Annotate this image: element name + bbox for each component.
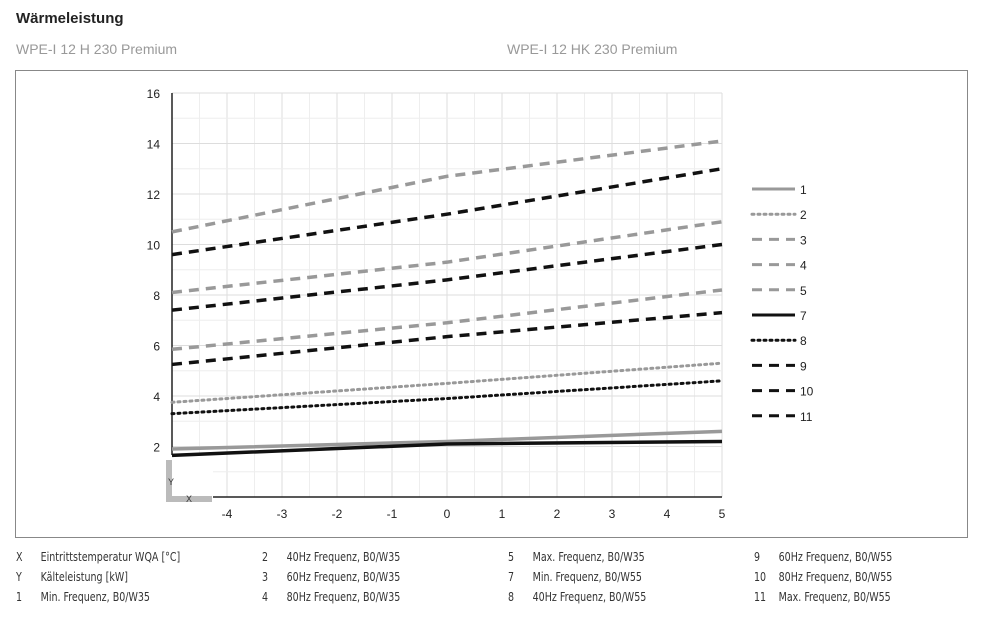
footer-key: 7 bbox=[508, 570, 515, 584]
y-tick-label: 10 bbox=[147, 239, 161, 253]
footer-key: 3 bbox=[262, 570, 269, 584]
y-tick-label: 14 bbox=[147, 138, 161, 152]
x-tick-label: -2 bbox=[332, 507, 343, 521]
series-line-9 bbox=[171, 310, 723, 367]
series-line-5 bbox=[171, 139, 723, 234]
footer-text: Min. Frequenz, B0/W35 bbox=[40, 590, 150, 604]
footer-text: Max. Frequenz, B0/W55 bbox=[778, 590, 891, 604]
footer-item: X Eintrittstemperatur WQA [°C] bbox=[16, 550, 180, 564]
y-tick-label: 16 bbox=[147, 87, 161, 101]
footer-text: Max. Frequenz, B0/W35 bbox=[532, 550, 645, 564]
footer-text: 80Hz Frequenz, B0/W55 bbox=[778, 570, 893, 584]
footer-item: 7 Min. Frequenz, B0/W55 bbox=[508, 570, 642, 584]
x-tick-label: -3 bbox=[277, 507, 288, 521]
series-line-4 bbox=[171, 220, 723, 295]
model-left: WPE-I 12 H 230 Premium bbox=[16, 41, 178, 57]
footer-item: 4 80Hz Frequenz, B0/W35 bbox=[262, 590, 400, 604]
footer-text: Eintrittstemperatur WQA [°C] bbox=[40, 550, 181, 564]
series-line-3 bbox=[171, 288, 723, 352]
x-tick-label: 4 bbox=[664, 507, 671, 521]
footer-item: 5 Max. Frequenz, B0/W35 bbox=[508, 550, 645, 564]
legend-label-8: 8 bbox=[800, 334, 807, 348]
footer-key: 9 bbox=[754, 550, 761, 564]
series-line-10 bbox=[171, 242, 723, 312]
series-line-7 bbox=[171, 439, 723, 458]
footer-item: Y Kälteleistung [kW] bbox=[16, 570, 128, 584]
footer-key: X bbox=[16, 550, 23, 564]
footer-item: 11 Max. Frequenz, B0/W55 bbox=[754, 590, 891, 604]
axis-inset-icon bbox=[166, 460, 212, 502]
x-tick-label: 2 bbox=[554, 507, 561, 521]
footer-item: 9 60Hz Frequenz, B0/W55 bbox=[754, 550, 892, 564]
footer-key: 11 bbox=[754, 590, 767, 604]
legend-label-3: 3 bbox=[800, 233, 807, 247]
x-tick-label: 0 bbox=[444, 507, 451, 521]
series-line-2 bbox=[170, 361, 724, 404]
axis-inset-x-label: X bbox=[186, 494, 192, 504]
footer-key: Y bbox=[16, 570, 22, 584]
footer-item: 10 80Hz Frequenz, B0/W55 bbox=[754, 570, 892, 584]
legend-label-2: 2 bbox=[800, 208, 807, 222]
legend-label-1: 1 bbox=[800, 183, 807, 197]
footer-item: 8 40Hz Frequenz, B0/W55 bbox=[508, 590, 646, 604]
footer-text: 40Hz Frequenz, B0/W35 bbox=[286, 550, 401, 564]
model-right: WPE-I 12 HK 230 Premium bbox=[507, 41, 678, 57]
footer-text: Min. Frequenz, B0/W55 bbox=[532, 570, 642, 584]
footer-key: 8 bbox=[508, 590, 515, 604]
footer-item: 3 60Hz Frequenz, B0/W35 bbox=[262, 570, 400, 584]
footer-text: 40Hz Frequenz, B0/W55 bbox=[532, 590, 647, 604]
y-tick-label: 2 bbox=[153, 441, 160, 455]
footer-text: Kälteleistung [kW] bbox=[40, 570, 128, 584]
legend-label-5: 5 bbox=[800, 284, 807, 298]
legend-label-7: 7 bbox=[800, 309, 807, 323]
footer-item: 2 40Hz Frequenz, B0/W35 bbox=[262, 550, 400, 564]
footer-key: 2 bbox=[262, 550, 269, 564]
y-tick-label: 12 bbox=[147, 188, 161, 202]
footer-key: 10 bbox=[754, 570, 767, 584]
footer-key: 5 bbox=[508, 550, 515, 564]
y-tick-label: 4 bbox=[153, 390, 160, 404]
legend-label-4: 4 bbox=[800, 259, 807, 273]
legend-label-9: 9 bbox=[800, 359, 807, 373]
x-tick-label: 5 bbox=[719, 507, 726, 521]
footer-key: 1 bbox=[16, 590, 23, 604]
legend-label-11: 11 bbox=[800, 410, 813, 424]
series-line-1 bbox=[171, 429, 723, 451]
x-tick-label: -4 bbox=[222, 507, 233, 521]
series-line-11 bbox=[171, 167, 723, 257]
y-tick-label: 8 bbox=[153, 289, 160, 303]
y-tick-label: 6 bbox=[153, 340, 160, 354]
legend-label-10: 10 bbox=[800, 385, 814, 399]
footer-text: 60Hz Frequenz, B0/W55 bbox=[778, 550, 893, 564]
chart-frame bbox=[15, 70, 968, 538]
page-title: Wärmeleistung bbox=[16, 10, 124, 27]
x-tick-label: 1 bbox=[499, 507, 506, 521]
footer-item: 1 Min. Frequenz, B0/W35 bbox=[16, 590, 150, 604]
series-line-8 bbox=[170, 379, 724, 416]
footer-text: 60Hz Frequenz, B0/W35 bbox=[286, 570, 401, 584]
x-tick-label: 3 bbox=[609, 507, 616, 521]
x-tick-label: -1 bbox=[387, 507, 398, 521]
footer-text: 80Hz Frequenz, B0/W35 bbox=[286, 590, 401, 604]
footer-key: 4 bbox=[262, 590, 269, 604]
axis-inset-y-label: Y bbox=[168, 477, 174, 487]
